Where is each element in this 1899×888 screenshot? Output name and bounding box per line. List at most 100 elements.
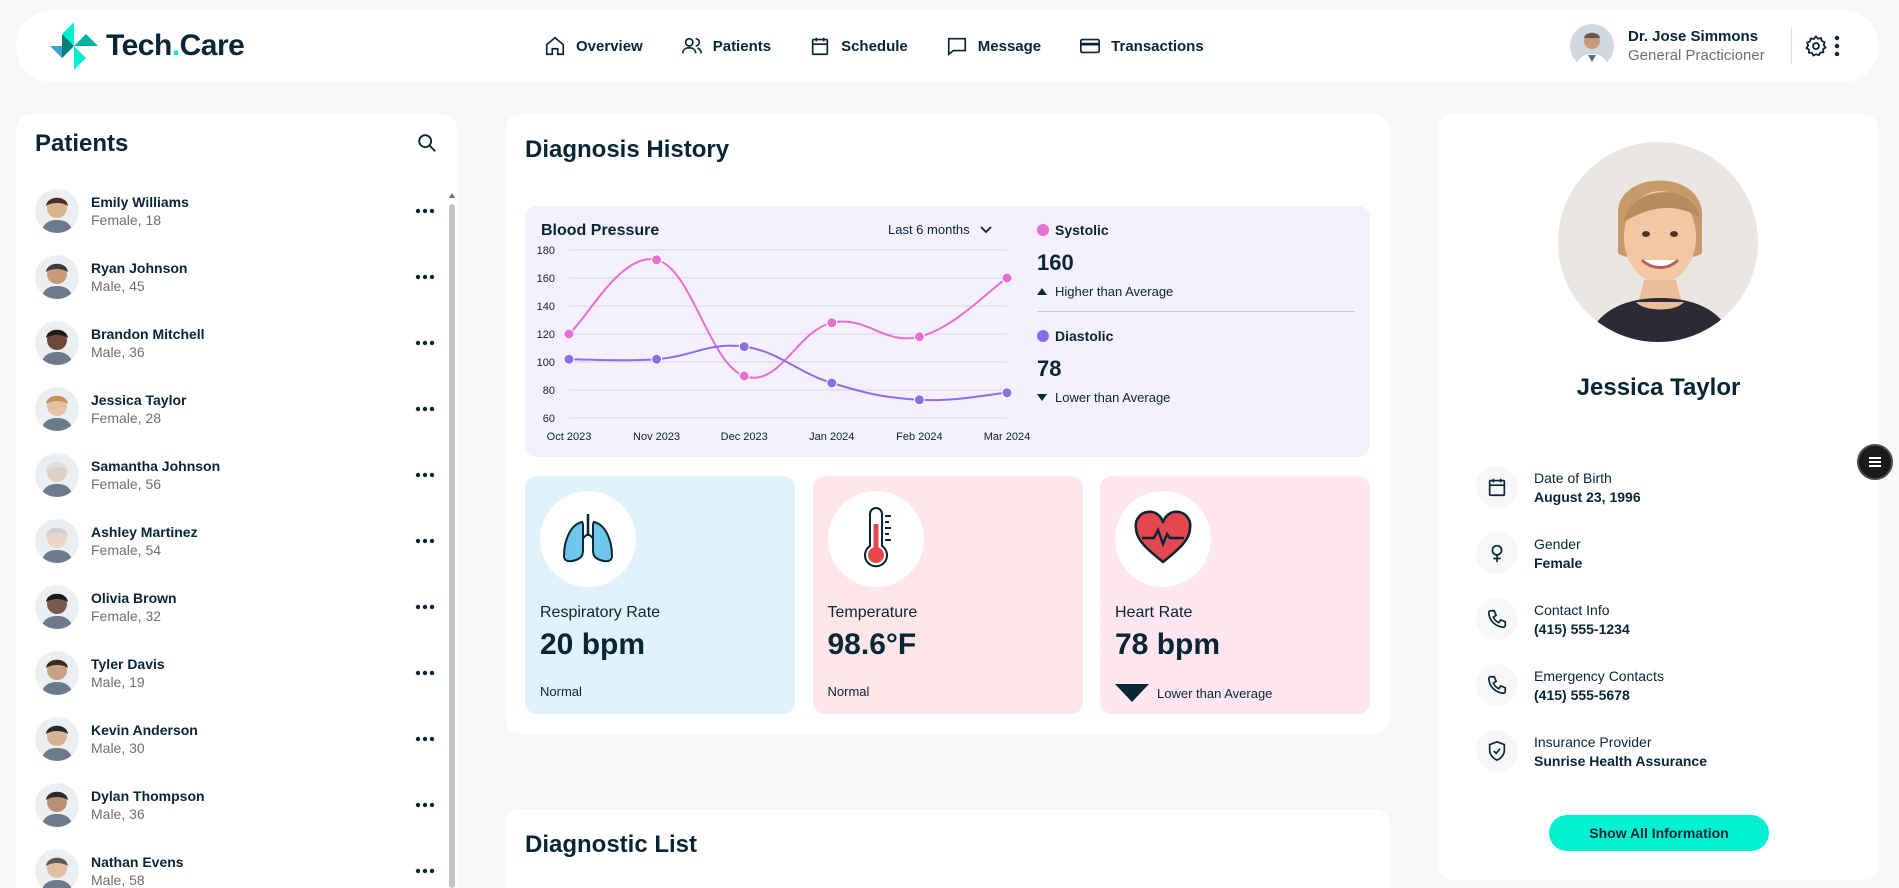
thermometer-icon bbox=[863, 507, 891, 568]
patient-row[interactable]: Ashley Martinez Female, 54 bbox=[35, 508, 435, 574]
diagnostic-list-card: Diagnostic List bbox=[505, 809, 1390, 888]
profile-photo bbox=[1558, 142, 1758, 342]
respiratory-icon-circle bbox=[540, 491, 636, 587]
diastolic-point bbox=[826, 377, 838, 389]
nav-schedule[interactable]: Schedule bbox=[809, 35, 908, 57]
more-horizontal-icon[interactable] bbox=[415, 340, 435, 346]
systolic-point bbox=[913, 331, 925, 343]
y-tick-label: 120 bbox=[537, 329, 555, 341]
doctor-avatar bbox=[1570, 24, 1614, 68]
nav-overview[interactable]: Overview bbox=[544, 35, 643, 57]
patient-avatar bbox=[35, 849, 79, 888]
heart-rate-card: Heart Rate 78 bpm Lower than Average bbox=[1100, 476, 1370, 714]
emergency-value: (415) 555-5678 bbox=[1534, 686, 1630, 703]
x-tick-label: Jan 2024 bbox=[809, 431, 854, 443]
patient-name: Samantha Johnson bbox=[91, 458, 221, 474]
respiratory-rate-value: 20 bpm bbox=[540, 628, 646, 661]
patient-row[interactable]: Tyler Davis Male, 19 bbox=[35, 640, 435, 706]
patients-title: Patients bbox=[35, 130, 129, 157]
patient-name: Tyler Davis bbox=[91, 656, 165, 672]
systolic-point bbox=[1001, 272, 1013, 284]
arrow-down-icon bbox=[1115, 684, 1149, 702]
blood-pressure-title: Blood Pressure bbox=[541, 222, 660, 239]
doctor-profile[interactable]: Dr. Jose Simmons General Practicioner bbox=[1570, 24, 1765, 68]
patient-avatar bbox=[35, 717, 79, 761]
more-horizontal-icon[interactable] bbox=[415, 406, 435, 412]
patient-gender-age: Female, 18 bbox=[91, 212, 162, 228]
diastolic-note: Lower than Average bbox=[1037, 390, 1355, 405]
floating-menu-button[interactable] bbox=[1857, 444, 1893, 480]
x-tick-label: Nov 2023 bbox=[633, 431, 680, 443]
doctor-name: Dr. Jose Simmons bbox=[1628, 28, 1759, 45]
insurance-value: Sunrise Health Assurance bbox=[1534, 752, 1707, 769]
range-dropdown-label: Last 6 months bbox=[888, 222, 970, 237]
calendar-icon bbox=[811, 37, 829, 56]
diastolic-point bbox=[1001, 387, 1013, 399]
heart-icon-circle bbox=[1115, 491, 1211, 587]
diagnosis-history-title: Diagnosis History bbox=[525, 136, 730, 163]
diastolic-point bbox=[913, 394, 925, 406]
more-horizontal-icon[interactable] bbox=[415, 472, 435, 478]
nav-transactions[interactable]: Transactions bbox=[1079, 35, 1204, 57]
patient-name: Emily Williams bbox=[91, 194, 189, 210]
search-icon[interactable] bbox=[416, 132, 438, 154]
patient-row[interactable]: Samantha Johnson Female, 56 bbox=[35, 442, 435, 508]
systolic-note: Higher than Average bbox=[1037, 284, 1355, 299]
patient-row[interactable]: Dylan Thompson Male, 36 bbox=[35, 772, 435, 838]
message-icon bbox=[947, 37, 966, 56]
nav-message[interactable]: Message bbox=[946, 35, 1041, 57]
contact-label: Contact Info bbox=[1534, 601, 1610, 618]
diastolic-point bbox=[738, 341, 750, 353]
more-horizontal-icon[interactable] bbox=[415, 670, 435, 676]
range-dropdown[interactable]: Last 6 months bbox=[888, 222, 992, 237]
diagnosis-history-card: Diagnosis History Blood Pressure Last 6 … bbox=[505, 114, 1390, 734]
patient-row[interactable]: Emily Williams Female, 18 bbox=[35, 178, 435, 244]
detail-emergency: Emergency Contacts (415) 555-5678 bbox=[1476, 652, 1707, 718]
systolic-dot bbox=[1037, 224, 1049, 236]
patient-name: Olivia Brown bbox=[91, 590, 177, 606]
scroll-up-icon[interactable] bbox=[448, 192, 456, 200]
patient-gender-age: Male, 58 bbox=[91, 872, 145, 888]
patient-row[interactable]: Ryan Johnson Male, 45 bbox=[35, 244, 435, 310]
y-tick-label: 80 bbox=[543, 385, 555, 397]
patients-scrollbar[interactable] bbox=[449, 204, 455, 888]
patient-row[interactable]: Brandon Mitchell Male, 36 bbox=[35, 310, 435, 376]
patient-name: Ryan Johnson bbox=[91, 260, 188, 276]
app-logo[interactable]: Tech.Care bbox=[48, 20, 245, 72]
more-horizontal-icon[interactable] bbox=[415, 538, 435, 544]
female-icon bbox=[1491, 544, 1503, 563]
header-divider bbox=[1791, 28, 1792, 64]
profile-name: Jessica Taylor bbox=[1576, 374, 1741, 401]
patient-gender-age: Male, 19 bbox=[91, 674, 145, 690]
show-all-information-button[interactable]: Show All Information bbox=[1549, 815, 1769, 851]
more-horizontal-icon[interactable] bbox=[415, 604, 435, 610]
patient-avatar bbox=[35, 321, 79, 365]
patient-row[interactable]: Nathan Evens Male, 58 bbox=[35, 838, 435, 888]
patient-row[interactable]: Jessica Taylor Female, 28 bbox=[35, 376, 435, 442]
gender-label: Gender bbox=[1534, 535, 1581, 552]
more-vertical-icon[interactable] bbox=[1834, 34, 1840, 58]
vitals-row: Respiratory Rate 20 bpm Normal Temperatu… bbox=[525, 476, 1370, 714]
patient-row[interactable]: Kevin Anderson Male, 30 bbox=[35, 706, 435, 772]
doctor-role: General Practicioner bbox=[1628, 47, 1765, 64]
patient-row[interactable]: Olivia Brown Female, 32 bbox=[35, 574, 435, 640]
more-horizontal-icon[interactable] bbox=[415, 274, 435, 280]
nav-patients[interactable]: Patients bbox=[681, 35, 771, 57]
systolic-point bbox=[826, 317, 838, 329]
systolic-label: Systolic bbox=[1055, 222, 1109, 238]
logo-text: Tech.Care bbox=[106, 29, 245, 62]
heart-rate-status-text: Lower than Average bbox=[1157, 685, 1273, 701]
temperature-label: Temperature bbox=[827, 604, 918, 621]
more-horizontal-icon[interactable] bbox=[415, 868, 435, 874]
gear-icon[interactable] bbox=[1804, 34, 1828, 58]
more-horizontal-icon[interactable] bbox=[415, 208, 435, 214]
x-tick-label: Oct 2023 bbox=[547, 431, 592, 443]
patient-name: Jessica Taylor bbox=[91, 392, 187, 408]
gender-value: Female bbox=[1534, 554, 1583, 571]
diastolic-label: Diastolic bbox=[1055, 328, 1114, 344]
logo-icon bbox=[50, 22, 98, 70]
patient-name: Kevin Anderson bbox=[91, 722, 198, 738]
more-horizontal-icon[interactable] bbox=[415, 736, 435, 742]
more-horizontal-icon[interactable] bbox=[415, 802, 435, 808]
patient-avatar bbox=[35, 519, 79, 563]
